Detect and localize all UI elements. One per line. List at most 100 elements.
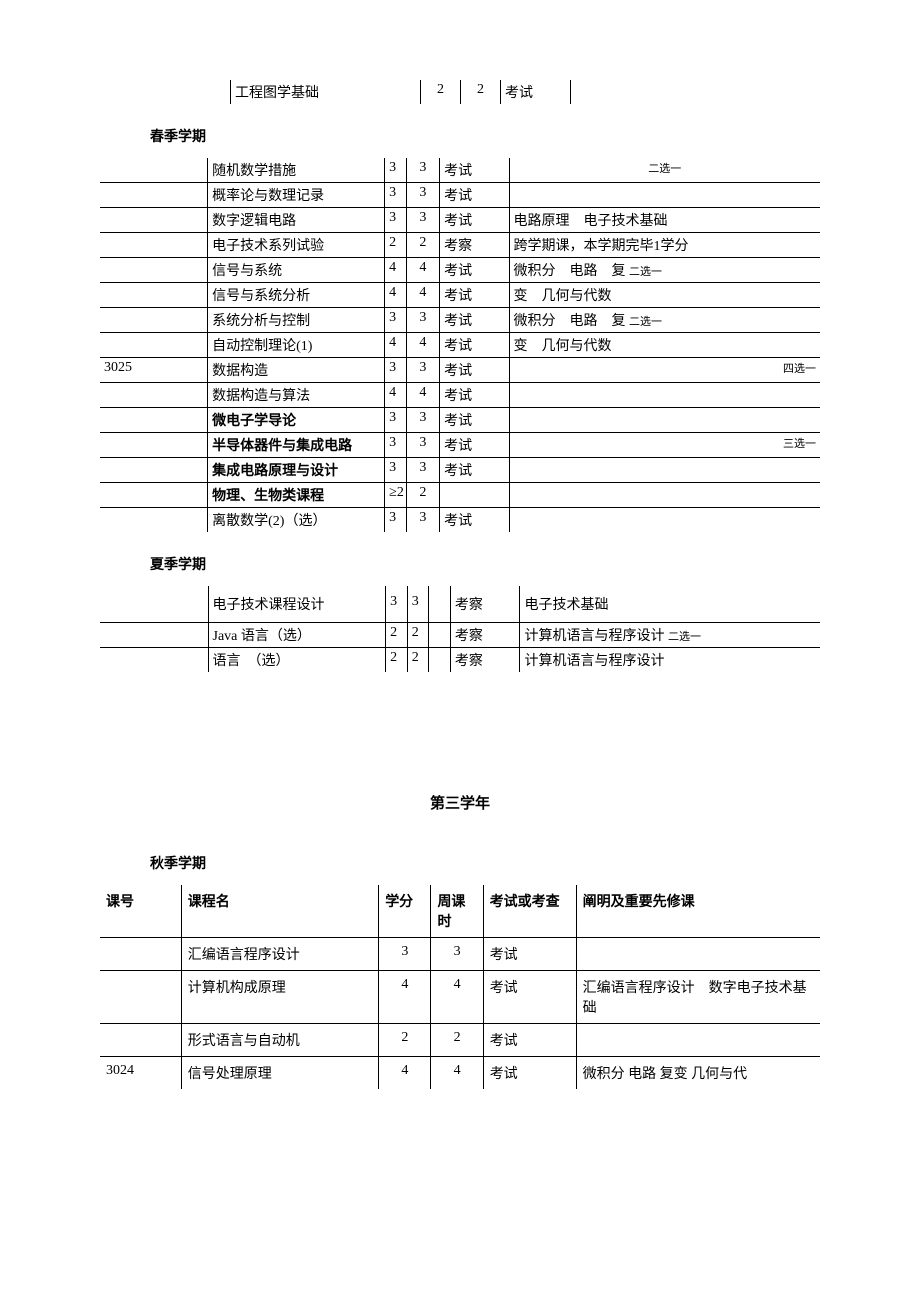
cell-credit: 3 — [385, 308, 407, 333]
cell-credit: 2 — [385, 233, 407, 258]
cell-hours: 3 — [406, 208, 439, 233]
cell-code — [100, 483, 208, 508]
summer-table: 电子技术课程设计33考察电子技术基础Java 语言（选）22考察计算机语言与程序… — [100, 586, 820, 672]
cell-name: Java 语言（选） — [208, 623, 386, 648]
cell-hours: 4 — [406, 258, 439, 283]
cell-name: 计算机构成原理 — [181, 971, 378, 1024]
cell-exam: 考察 — [450, 623, 520, 648]
spring-table: 随机数学措施33考试二选一概率论与数理记录33考试数字逻辑电路33考试电路原理 … — [100, 158, 820, 532]
cell-hours: 4 — [431, 971, 483, 1024]
cell-name: 自动控制理论(1) — [208, 333, 385, 358]
cell-exam: 考试 — [440, 408, 509, 433]
cell-hours: 4 — [431, 1057, 483, 1090]
spring-heading: 春季学期 — [150, 126, 820, 146]
cell-hours: 3 — [406, 408, 439, 433]
cell-exam: 考试 — [440, 308, 509, 333]
cell-code — [100, 233, 208, 258]
cell-name: 离散数学(2)（选） — [208, 508, 385, 533]
hdr-name: 课程名 — [181, 885, 378, 938]
cell-credit: 3 — [385, 433, 407, 458]
fall-header-row: 课号 课程名 学分 周课时 考试或考查 阐明及重要先修课 — [100, 885, 820, 938]
cell-code: 3025 — [100, 358, 208, 383]
cell-exam: 考试 — [440, 458, 509, 483]
cell-credit: 4 — [385, 333, 407, 358]
cell-blank2 — [429, 623, 451, 648]
cell-note — [509, 183, 820, 208]
cell-name: 信号处理原理 — [181, 1057, 378, 1090]
cell-hours: 3 — [431, 938, 483, 971]
cell-credit: 3 — [385, 508, 407, 533]
fall-table: 课号 课程名 学分 周课时 考试或考查 阐明及重要先修课 汇编语言程序设计33考… — [100, 885, 820, 1089]
cell-credit: 4 — [385, 383, 407, 408]
cell-hours: 2 — [406, 233, 439, 258]
cell-name: 形式语言与自动机 — [181, 1024, 378, 1057]
cell-hours: 3 — [406, 358, 439, 383]
summer-heading: 夏季学期 — [150, 554, 820, 574]
cell-hours: 4 — [406, 333, 439, 358]
cell-name: 数字逻辑电路 — [208, 208, 385, 233]
table-row: 3024信号处理原理44考试微积分 电路 复变 几何与代 — [100, 1057, 820, 1090]
cell-blank2 — [429, 648, 451, 673]
cell-code — [100, 158, 208, 183]
hdr-credit: 学分 — [379, 885, 431, 938]
cell-note: 变 几何与代数 — [509, 283, 820, 308]
cell-code — [100, 258, 208, 283]
cell-code — [100, 1024, 181, 1057]
cell-code — [100, 383, 208, 408]
table-row: 信号与系统44考试微积分 电路 复 二选一 — [100, 258, 820, 283]
cell-code — [100, 458, 208, 483]
cell-hours: 3 — [406, 433, 439, 458]
cell-exam: 考察 — [450, 586, 520, 623]
cell-hours: 4 — [406, 383, 439, 408]
cell-credit: ≥2 — [385, 483, 407, 508]
cell-blank — [100, 586, 208, 623]
cell-note: 微积分 电路 复 二选一 — [509, 258, 820, 283]
cell-note: 微积分 电路 复变 几何与代 — [576, 1057, 820, 1090]
cell-code — [100, 971, 181, 1024]
cell-code — [100, 283, 208, 308]
cell-name: 系统分析与控制 — [208, 308, 385, 333]
cell-credit: 2 — [386, 623, 408, 648]
cell-note — [509, 458, 820, 483]
cell-credit: 2 — [379, 1024, 431, 1057]
cell-note: 电路原理 电子技术基础 — [509, 208, 820, 233]
cell-note: 计算机语言与程序设计 二选一 — [520, 623, 820, 648]
cell-exam: 考试 — [440, 208, 509, 233]
cell-code — [100, 308, 208, 333]
table-row: 数据构造与算法44考试 — [100, 383, 820, 408]
table-row: 集成电路原理与设计33考试 — [100, 458, 820, 483]
cell-hours: 3 — [406, 458, 439, 483]
cell-code — [100, 938, 181, 971]
cell-code — [100, 408, 208, 433]
cell-exam: 考试 — [440, 358, 509, 383]
table-row: 物理、生物类课程≥22 — [100, 483, 820, 508]
cell-name: 微电子学导论 — [208, 408, 385, 433]
top-hours: 2 — [461, 80, 501, 104]
table-row: 信号与系统分析44考试变 几何与代数 — [100, 283, 820, 308]
hdr-note: 阐明及重要先修课 — [576, 885, 820, 938]
cell-blank — [100, 623, 208, 648]
cell-note: 二选一 — [509, 158, 820, 183]
cell-exam: 考试 — [483, 971, 576, 1024]
hdr-exam: 考试或考查 — [483, 885, 576, 938]
cell-note: 四选一 — [509, 358, 820, 383]
cell-blank2 — [429, 586, 451, 623]
cell-exam: 考试 — [440, 333, 509, 358]
cell-hours: 2 — [431, 1024, 483, 1057]
cell-hours: 3 — [406, 508, 439, 533]
cell-name: 物理、生物类课程 — [208, 483, 385, 508]
cell-name: 概率论与数理记录 — [208, 183, 385, 208]
cell-code — [100, 333, 208, 358]
cell-code — [100, 183, 208, 208]
cell-blank — [100, 648, 208, 673]
cell-name: 半导体器件与集成电路 — [208, 433, 385, 458]
cell-hours: 3 — [406, 183, 439, 208]
cell-credit: 3 — [379, 938, 431, 971]
hdr-hours: 周课时 — [431, 885, 483, 938]
cell-name: 数据构造与算法 — [208, 383, 385, 408]
hdr-code: 课号 — [100, 885, 181, 938]
cell-hours: 2 — [406, 483, 439, 508]
fall-heading: 秋季学期 — [150, 853, 820, 873]
table-row: 自动控制理论(1)44考试变 几何与代数 — [100, 333, 820, 358]
table-row: 数字逻辑电路33考试电路原理 电子技术基础 — [100, 208, 820, 233]
